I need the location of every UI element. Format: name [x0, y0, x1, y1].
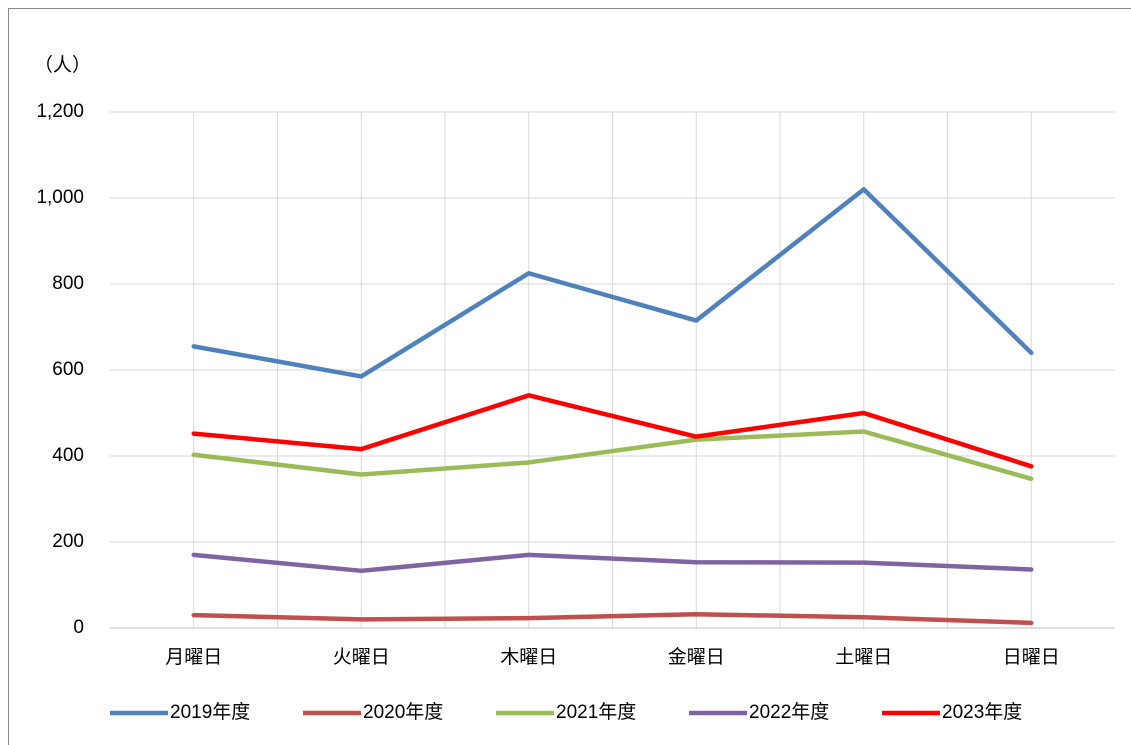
legend-label: 2023年度 — [942, 701, 1022, 723]
x-tick-label: 木曜日 — [500, 646, 557, 668]
y-tick-label: 600 — [52, 359, 84, 380]
x-tick-label: 金曜日 — [668, 646, 725, 668]
legend-label: 2022年度 — [749, 701, 829, 723]
y-tick-label: 400 — [52, 445, 84, 466]
y-tick-label: 200 — [52, 531, 84, 552]
chart-frame — [8, 8, 1131, 745]
y-tick-label: 800 — [52, 273, 84, 294]
y-tick-label: 1,000 — [36, 187, 84, 208]
y-unit-label: （人） — [34, 54, 91, 76]
line-series — [191, 429, 1034, 482]
x-tick-label: 土曜日 — [835, 646, 892, 668]
x-tick-label: 日曜日 — [1003, 647, 1060, 668]
line-series — [191, 552, 1034, 574]
x-tick-label: 月曜日 — [165, 647, 222, 668]
legend-label: 2021年度 — [556, 701, 636, 723]
y-tick-label: 1,200 — [36, 101, 84, 122]
x-tick-label: 火曜日 — [333, 647, 390, 668]
line-series — [191, 393, 1034, 469]
line-series — [191, 611, 1034, 626]
legend-label: 2019年度 — [170, 701, 250, 723]
line-series — [191, 187, 1034, 379]
y-tick-label: 0 — [73, 617, 84, 638]
legend-label: 2020年度 — [363, 701, 443, 723]
